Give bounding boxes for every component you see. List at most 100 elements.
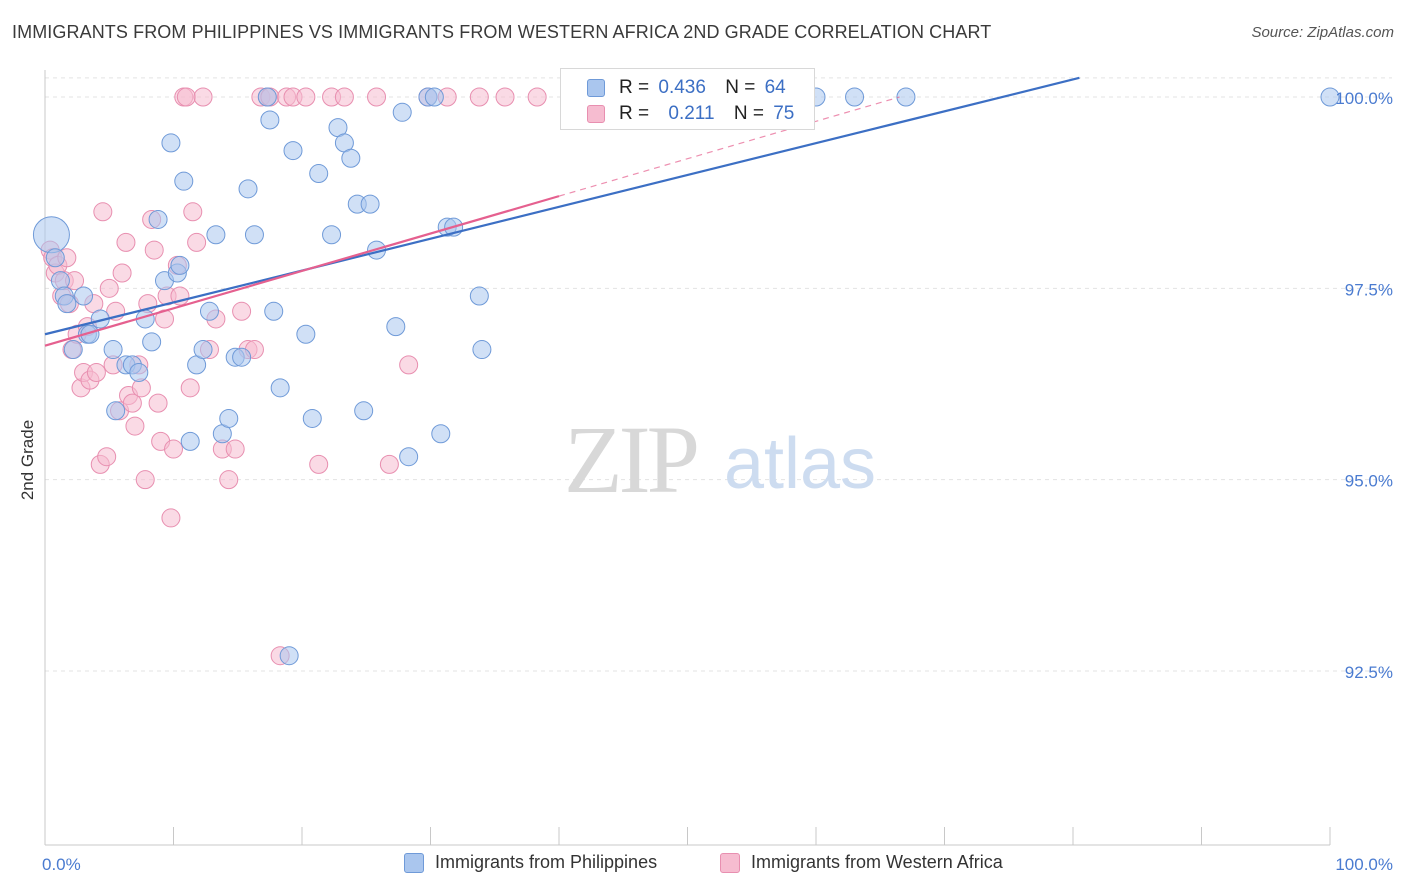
- point-philippines: [174, 171, 194, 191]
- point-philippines: [469, 286, 489, 306]
- point-philippines: [148, 209, 168, 229]
- y-tick-label: 97.5%: [1345, 280, 1393, 299]
- point-philippines: [232, 347, 252, 367]
- legend-n-label: N =: [725, 77, 756, 98]
- point-philippines: [1320, 87, 1340, 107]
- tick-labels: 100.0% 97.5% 95.0% 92.5% 0.0% 100.0%: [42, 89, 1393, 874]
- legend-r-value-philippines: 0.436: [658, 77, 706, 98]
- y-tick-label: 95.0%: [1345, 472, 1393, 491]
- point-western-africa: [180, 378, 200, 398]
- legend-text-western-africa: R = 0.211 N = 75: [619, 103, 794, 125]
- point-philippines: [424, 87, 444, 107]
- point-philippines: [106, 401, 126, 421]
- point-philippines: [360, 194, 380, 214]
- legend-n-value-western-africa: 75: [773, 103, 795, 124]
- point-philippines: [32, 216, 70, 254]
- point-western-africa: [144, 240, 164, 260]
- point-philippines: [199, 301, 219, 321]
- point-philippines: [260, 110, 280, 130]
- trend-line-philippines: [44, 76, 1080, 336]
- point-philippines: [322, 225, 342, 245]
- chart-title: IMMIGRANTS FROM PHILIPPINES VS IMMIGRANT…: [12, 22, 992, 42]
- x-tick-label: 0.0%: [42, 855, 81, 874]
- bottom-legend-swatch-western-africa: [720, 853, 740, 873]
- point-philippines: [270, 378, 290, 398]
- point-philippines: [103, 340, 123, 360]
- point-philippines: [219, 408, 239, 428]
- point-western-africa: [399, 355, 419, 375]
- point-philippines: [283, 141, 303, 161]
- trend-lines: [44, 76, 1080, 347]
- point-western-africa: [86, 363, 106, 383]
- source-label: Source: ZipAtlas.com: [1251, 24, 1394, 41]
- point-western-africa: [187, 232, 207, 252]
- point-western-africa: [193, 87, 213, 107]
- point-philippines: [193, 340, 213, 360]
- point-western-africa: [367, 87, 387, 107]
- point-western-africa: [232, 301, 252, 321]
- point-philippines: [431, 424, 451, 444]
- correlation-legend: R = 0.436 N = 64 R = 0.211 N = 75: [560, 68, 815, 130]
- point-philippines: [244, 225, 264, 245]
- point-western-africa: [225, 439, 245, 459]
- point-western-africa: [161, 508, 181, 528]
- point-philippines: [309, 164, 329, 184]
- legend-n-label: N =: [733, 103, 764, 124]
- point-western-africa: [99, 278, 119, 298]
- bottom-legend-label-western-africa: Immigrants from Western Africa: [751, 852, 1003, 872]
- point-philippines: [341, 148, 361, 168]
- point-philippines: [180, 431, 200, 451]
- watermark-atlas: atlas: [724, 424, 876, 504]
- point-western-africa: [183, 202, 203, 222]
- point-philippines: [170, 255, 190, 275]
- point-philippines: [63, 340, 83, 360]
- legend-r-label: R =: [619, 103, 650, 124]
- point-philippines: [386, 317, 406, 337]
- point-western-africa: [379, 454, 399, 474]
- legend-r-label: R =: [619, 77, 650, 98]
- point-western-africa: [135, 470, 155, 490]
- point-philippines: [392, 102, 412, 122]
- point-western-africa: [97, 447, 117, 467]
- point-western-africa: [112, 263, 132, 283]
- legend-r-value-western-africa: 0.211: [668, 103, 715, 124]
- point-philippines: [45, 248, 65, 268]
- point-philippines: [161, 133, 181, 153]
- point-philippines: [74, 286, 94, 306]
- legend-text-philippines: R = 0.436 N = 64: [619, 77, 786, 99]
- series-western-africa-points: [40, 87, 547, 666]
- point-philippines: [399, 447, 419, 467]
- point-western-africa: [125, 416, 145, 436]
- point-western-africa: [164, 439, 183, 459]
- series-philippines-points: [32, 87, 1340, 666]
- point-philippines: [129, 363, 149, 383]
- axes: [44, 70, 1331, 846]
- point-philippines: [142, 332, 162, 352]
- y-tick-label: 92.5%: [1345, 663, 1393, 682]
- trend-line-western-africa-extension: [558, 96, 900, 197]
- watermark-zip: ZIP: [564, 406, 697, 513]
- point-philippines: [57, 294, 77, 314]
- point-western-africa: [527, 87, 547, 107]
- point-philippines: [279, 646, 299, 666]
- point-philippines: [896, 87, 916, 107]
- point-western-africa: [176, 87, 196, 107]
- point-western-africa: [116, 232, 136, 252]
- legend-n-value-philippines: 64: [764, 77, 786, 98]
- trend-line-western-africa: [44, 195, 560, 347]
- point-western-africa: [334, 87, 354, 107]
- point-western-africa: [296, 87, 316, 107]
- point-philippines: [206, 225, 226, 245]
- watermark: ZIP atlas: [564, 406, 876, 513]
- point-western-africa: [122, 393, 142, 413]
- point-western-africa: [93, 202, 113, 222]
- bottom-legend-label-philippines: Immigrants from Philippines: [435, 852, 658, 872]
- point-western-africa: [469, 87, 489, 107]
- legend-swatch-western-africa: [587, 105, 605, 123]
- point-philippines: [257, 87, 277, 107]
- x-tick-label: 100.0%: [1335, 855, 1393, 874]
- point-philippines: [296, 324, 316, 344]
- point-western-africa: [219, 470, 239, 490]
- point-philippines: [302, 408, 322, 428]
